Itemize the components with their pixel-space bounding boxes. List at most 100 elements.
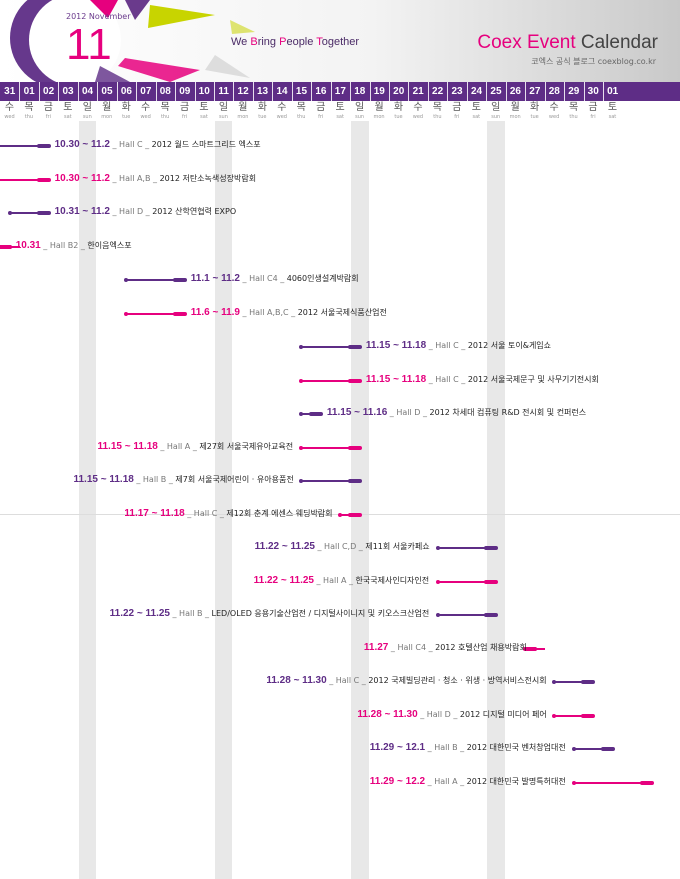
event-label[interactable]: 10.30 ~ 11.2 _ Hall A,B _ 2012 저탄소녹색성장박람… <box>55 172 256 186</box>
date-separator <box>389 82 390 101</box>
event-label[interactable]: 11.22 ~ 11.25 _ Hall B _ LED/OLED 응용기술산업… <box>110 607 430 621</box>
weekday-kr-14: 수 <box>277 102 287 113</box>
date-31: 01 <box>607 86 619 97</box>
date-separator <box>564 82 566 101</box>
event-title: 2012 서울국제식품산업전 <box>297 307 387 317</box>
weekday-kr-30: 금 <box>588 102 598 113</box>
event-title: 2012 국제빌딩관리 · 청소 · 위생 · 방역서비스전시회 <box>368 676 547 685</box>
event-title: 2012 대한민국 발명특허대전 <box>466 776 566 786</box>
weekday-en-3: sat <box>64 114 72 120</box>
event-hall: _ Hall B _ <box>425 743 467 752</box>
event-dates: 11.28 ~ 11.30 <box>357 708 418 720</box>
event-title: 한국국제사인디자인전 <box>355 575 430 585</box>
event-label[interactable]: 11.15 ~ 11.18 _ Hall C _ 2012 서울국제문구 및 사… <box>366 373 599 387</box>
event-start-dot <box>7 211 12 215</box>
weekday-en-0: wed <box>4 114 15 120</box>
date-separator <box>427 82 429 101</box>
event-start-dot <box>571 780 576 785</box>
event-hall: _ Hall D _ <box>109 207 153 216</box>
event-label[interactable]: 11.6 ~ 11.9 _ Hall A,B,C _ 2012 서울국제식품산업… <box>191 306 387 320</box>
event-hall: _ Hall D _ <box>387 408 430 417</box>
event-end-cap <box>36 211 51 215</box>
event-hall: _ Hall C _ <box>326 676 369 685</box>
event-title: 4060인생설계박람회 <box>286 274 359 283</box>
weekday-en-6: tue <box>122 114 131 120</box>
event-title: 제12회 춘계 에센스 웨딩박람회 <box>226 508 333 518</box>
date-29: 29 <box>568 86 580 97</box>
date-15: 15 <box>295 86 308 97</box>
weekday-en-5: mon <box>101 114 113 120</box>
event-end-cap <box>483 546 498 550</box>
event-title: 2012 저탄소녹색성장박람회 <box>159 173 257 183</box>
event-label[interactable]: 11.15 ~ 11.18 _ Hall B _ 제7회 서울국제어린이 · 유… <box>73 473 293 487</box>
date-22: 22 <box>432 86 444 97</box>
event-end-cap <box>172 278 187 282</box>
event-dates: 10.31 <box>15 239 41 251</box>
weekday-en-8: thu <box>160 114 170 120</box>
event-label[interactable]: 11.28 ~ 11.30 _ Hall C _ 2012 국제빌딩관리 · 청… <box>266 674 546 688</box>
event-dates: 11.29 ~ 12.2 <box>369 775 426 787</box>
weekday-kr-25: 일 <box>491 102 501 113</box>
event-label[interactable]: 11.29 ~ 12.1 _ Hall B _ 2012 대한민국 벤처창업대전 <box>370 741 566 755</box>
month-number: 11 <box>66 20 112 69</box>
weekday-en-20: tue <box>394 114 403 120</box>
event-label[interactable]: 10.31 ~ 11.2 _ Hall D _ 2012 산학연협력 EXPO <box>55 205 237 219</box>
date-separator <box>350 82 352 101</box>
event-label[interactable]: 11.15 ~ 11.16 _ Hall D _ 2012 차세대 컴퓨팅 R&… <box>327 406 586 420</box>
event-label[interactable]: 11.29 ~ 12.2 _ Hall A _ 2012 대한민국 발명특허대전 <box>370 775 566 789</box>
date-separator <box>233 82 235 101</box>
weekday-en-15: thu <box>297 114 306 120</box>
weekday-en-21: wed <box>412 114 424 120</box>
event-dates: 11.22 ~ 11.25 <box>254 541 315 552</box>
weekday-en-2: fri <box>45 114 51 120</box>
weekday-kr-23: 금 <box>452 102 462 113</box>
weekday-en-26: mon <box>509 114 521 120</box>
date-separator <box>136 82 138 101</box>
sunday-stripe <box>214 121 233 879</box>
event-label[interactable]: 11.1 ~ 11.2 _ Hall C4 _ 4060인생설계박람회 <box>191 272 359 286</box>
event-bar <box>9 245 20 248</box>
date-separator <box>252 82 254 101</box>
weekday-en-23: fri <box>454 114 460 120</box>
event-label[interactable]: 11.22 ~ 11.25 _ Hall A _ 한국국제사인디자인전 <box>254 574 430 588</box>
date-separator <box>369 82 371 101</box>
event-label[interactable]: 11.17 ~ 11.18 _ Hall C _ 제12회 춘계 에센스 웨딩박… <box>124 507 332 521</box>
event-title: 2012 차세대 컴퓨팅 R&D 전시회 및 컨퍼런스 <box>429 408 587 417</box>
date-5: 05 <box>101 86 113 97</box>
date-0: 31 <box>4 86 16 97</box>
event-hall: _ Hall C,D _ <box>314 542 366 551</box>
date-18: 18 <box>354 86 366 97</box>
event-dates: 11.6 ~ 11.9 <box>190 306 240 318</box>
date-19: 19 <box>373 86 385 97</box>
event-hall: _ Hall A,B,C _ <box>239 307 298 317</box>
event-label[interactable]: 11.22 ~ 11.25 _ Hall C,D _ 제11회 서울카페쇼 <box>255 540 430 554</box>
event-title: 2012 대한민국 벤처창업대전 <box>466 743 566 752</box>
event-label[interactable]: 10.31 _ Hall B2 _ 한이음엑스포 <box>16 239 132 253</box>
event-dates: 11.28 ~ 11.30 <box>266 675 327 686</box>
event-bar <box>126 312 185 315</box>
event-hall: _ Hall A _ <box>157 441 200 451</box>
weekday-kr-19: 월 <box>374 102 384 113</box>
event-hall: _ Hall B _ <box>133 475 176 484</box>
weekday-kr-12: 월 <box>238 102 248 113</box>
event-end-cap <box>639 780 654 785</box>
weekday-kr-3: 토 <box>63 102 73 113</box>
weekday-kr-15: 목 <box>296 102 306 113</box>
date-separator <box>19 82 21 101</box>
event-dates: 11.29 ~ 12.1 <box>369 742 426 753</box>
event-label[interactable]: 10.30 ~ 11.2 _ Hall C _ 2012 월드 스마트그리드 엑… <box>55 138 261 152</box>
event-end-cap <box>581 713 596 718</box>
weekday-en-22: thu <box>433 114 442 120</box>
date-separator <box>194 82 196 101</box>
weekday-kr-2: 금 <box>43 102 53 113</box>
event-label[interactable]: 11.27 _ Hall C4 _ 2012 호텔산업 채용박람회 <box>364 641 527 655</box>
event-label[interactable]: 11.15 ~ 11.18 _ Hall C _ 2012 서울 토이&게임쇼 <box>366 339 551 353</box>
weekday-en-7: wed <box>140 114 151 120</box>
date-17: 17 <box>334 86 346 97</box>
event-label[interactable]: 11.15 ~ 11.18 _ Hall A _ 제27회 서울국제유아교육전 <box>97 440 293 454</box>
event-label[interactable]: 11.28 ~ 11.30 _ Hall D _ 2012 디지털 미디어 페어 <box>357 708 546 722</box>
event-bar <box>437 580 496 583</box>
event-title: 2012 월드 스마트그리드 엑스포 <box>151 140 261 149</box>
event-hall: _ Hall C _ <box>426 341 468 350</box>
event-hall: _ Hall C _ <box>109 140 152 149</box>
